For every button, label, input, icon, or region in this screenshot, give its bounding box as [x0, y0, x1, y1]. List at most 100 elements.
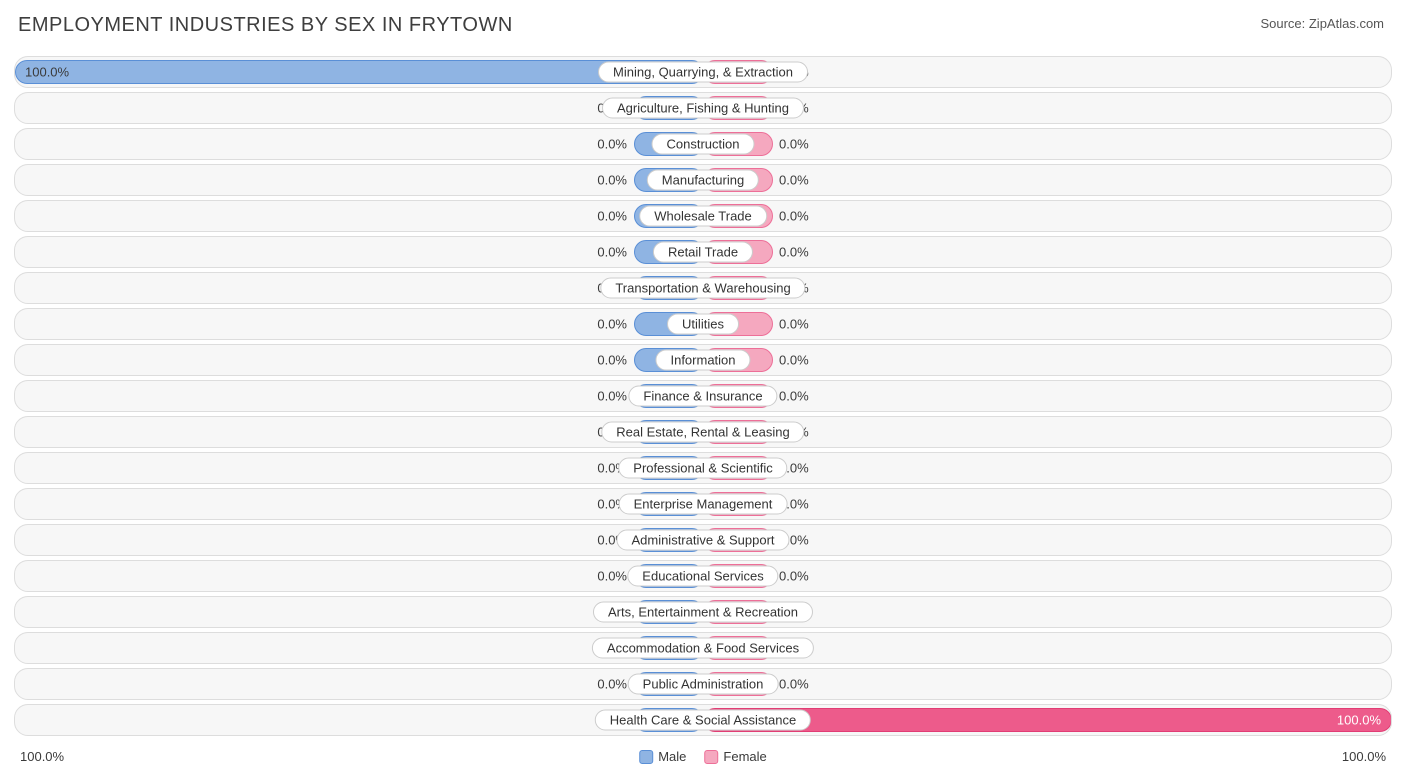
male-half: 0.0% — [15, 489, 703, 519]
data-row: 0.0% 0.0% Manufacturing — [14, 164, 1392, 196]
category-label: Finance & Insurance — [628, 386, 777, 407]
data-row: 0.0%100.0%Health Care & Social Assistanc… — [14, 704, 1392, 736]
female-half: 0.0% — [703, 381, 1391, 411]
legend-item-female: Female — [704, 749, 766, 764]
data-row: 100.0%0.0%Mining, Quarrying, & Extractio… — [14, 56, 1392, 88]
legend: Male Female — [639, 749, 767, 764]
category-label: Transportation & Warehousing — [600, 278, 805, 299]
female-pct-label: 0.0% — [779, 677, 809, 692]
chart-container: EMPLOYMENT INDUSTRIES BY SEX IN FRYTOWN … — [0, 0, 1406, 777]
legend-male-label: Male — [658, 749, 686, 764]
category-label: Accommodation & Food Services — [592, 638, 814, 659]
female-pct-label: 0.0% — [779, 137, 809, 152]
category-label: Enterprise Management — [619, 494, 788, 515]
category-label: Mining, Quarrying, & Extraction — [598, 62, 808, 83]
male-pct-label: 0.0% — [597, 353, 627, 368]
male-pct-label: 0.0% — [597, 389, 627, 404]
data-row: 0.0%0.0%Accommodation & Food Services — [14, 632, 1392, 664]
male-pct-label: 0.0% — [597, 569, 627, 584]
female-half: 0.0% — [703, 489, 1391, 519]
male-half: 0.0% — [15, 129, 703, 159]
male-pct-label: 100.0% — [25, 65, 69, 80]
data-row: 0.0%0.0%Arts, Entertainment & Recreation — [14, 596, 1392, 628]
chart-footer: 100.0% Male Female 100.0% — [14, 747, 1392, 769]
male-half: 0.0% — [15, 561, 703, 591]
female-pct-label: 0.0% — [779, 353, 809, 368]
axis-label-left: 100.0% — [20, 749, 64, 764]
female-half: 0.0% — [703, 309, 1391, 339]
data-row: 0.0% 0.0% Retail Trade — [14, 236, 1392, 268]
category-label: Retail Trade — [653, 242, 753, 263]
category-label: Public Administration — [628, 674, 779, 695]
male-half: 0.0% — [15, 309, 703, 339]
female-half: 0.0% — [703, 345, 1391, 375]
female-half: 0.0% — [703, 525, 1391, 555]
category-label: Utilities — [667, 314, 739, 335]
female-pct-label: 0.0% — [779, 317, 809, 332]
category-label: Educational Services — [627, 566, 778, 587]
male-pct-label: 0.0% — [597, 317, 627, 332]
male-half: 0.0% — [15, 669, 703, 699]
category-label: Real Estate, Rental & Leasing — [601, 422, 804, 443]
data-row: 0.0% 0.0% Wholesale Trade — [14, 200, 1392, 232]
data-row: 0.0%0.0%Real Estate, Rental & Leasing — [14, 416, 1392, 448]
female-pct-label: 0.0% — [779, 209, 809, 224]
data-row: 0.0%0.0%Administrative & Support — [14, 524, 1392, 556]
category-label: Wholesale Trade — [639, 206, 767, 227]
category-label: Information — [655, 350, 750, 371]
male-half: 0.0% — [15, 165, 703, 195]
data-row: 0.0% 0.0%Educational Services — [14, 560, 1392, 592]
male-half: 0.0% — [15, 417, 703, 447]
data-row: 0.0% 0.0% Construction — [14, 128, 1392, 160]
category-label: Construction — [652, 134, 755, 155]
male-half: 0.0% — [15, 93, 703, 123]
male-half: 0.0% — [15, 237, 703, 267]
axis-label-right: 100.0% — [1342, 749, 1386, 764]
category-label: Agriculture, Fishing & Hunting — [602, 98, 804, 119]
female-pct-label: 0.0% — [779, 245, 809, 260]
data-row: 0.0%0.0%Transportation & Warehousing — [14, 272, 1392, 304]
male-pct-label: 0.0% — [597, 173, 627, 188]
female-half: 0.0% — [703, 669, 1391, 699]
category-label: Manufacturing — [647, 170, 759, 191]
male-half: 0.0% — [15, 381, 703, 411]
category-label: Administrative & Support — [616, 530, 789, 551]
female-swatch-icon — [704, 750, 718, 764]
female-half: 0.0% — [703, 561, 1391, 591]
category-label: Professional & Scientific — [618, 458, 787, 479]
chart-area: 100.0% 0.0% Mining, Quarrying, & Extractio… — [14, 56, 1392, 741]
female-half: 0.0% — [703, 201, 1391, 231]
male-swatch-icon — [639, 750, 653, 764]
male-pct-label: 0.0% — [597, 677, 627, 692]
data-row: 0.0%0.0%Agriculture, Fishing & Hunting — [14, 92, 1392, 124]
female-half: 0.0% — [703, 417, 1391, 447]
data-row: 0.0%0.0%Professional & Scientific — [14, 452, 1392, 484]
female-half: 0.0% — [703, 165, 1391, 195]
female-pct-label: 100.0% — [1337, 713, 1381, 728]
legend-female-label: Female — [723, 749, 766, 764]
category-label: Health Care & Social Assistance — [595, 710, 811, 731]
data-row: 0.0% 0.0%Finance & Insurance — [14, 380, 1392, 412]
female-half: 0.0% — [703, 273, 1391, 303]
female-pct-label: 0.0% — [779, 389, 809, 404]
male-half: 0.0% — [15, 525, 703, 555]
male-half: 0.0% — [15, 201, 703, 231]
female-half: 0.0% — [703, 453, 1391, 483]
female-pct-label: 0.0% — [779, 569, 809, 584]
data-row: 0.0% 0.0% Information — [14, 344, 1392, 376]
male-half: 0.0% — [15, 345, 703, 375]
data-row: 0.0% 0.0% Utilities — [14, 308, 1392, 340]
chart-title: EMPLOYMENT INDUSTRIES BY SEX IN FRYTOWN — [18, 14, 513, 37]
male-pct-label: 0.0% — [597, 137, 627, 152]
legend-item-male: Male — [639, 749, 686, 764]
female-half: 0.0% — [703, 237, 1391, 267]
category-label: Arts, Entertainment & Recreation — [593, 602, 813, 623]
female-half: 0.0% — [703, 129, 1391, 159]
male-pct-label: 0.0% — [597, 245, 627, 260]
male-pct-label: 0.0% — [597, 209, 627, 224]
data-row: 0.0%0.0%Enterprise Management — [14, 488, 1392, 520]
data-row: 0.0% 0.0%Public Administration — [14, 668, 1392, 700]
source-attribution: Source: ZipAtlas.com — [1260, 16, 1384, 31]
male-half: 0.0% — [15, 453, 703, 483]
female-pct-label: 0.0% — [779, 173, 809, 188]
